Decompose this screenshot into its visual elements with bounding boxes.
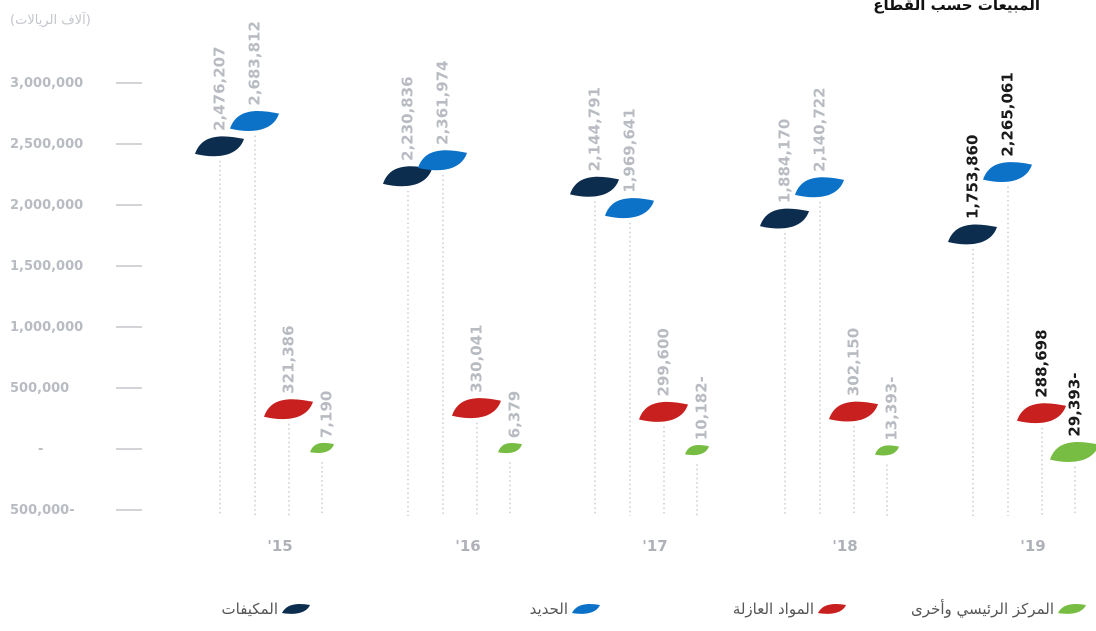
y-axis-unit-label: (آلاف الريالات) — [10, 11, 91, 28]
y-tick-label: 1,500,000 — [10, 259, 83, 274]
data-label: 13,393- — [883, 377, 901, 441]
data-label: 2,230,836 — [399, 76, 417, 160]
legend-swatch — [1058, 603, 1086, 614]
data-label: 7,190 — [318, 391, 336, 438]
data-label: 2,265,061 — [999, 72, 1017, 156]
y-tick-label: 500,000- — [10, 503, 75, 518]
data-label: 2,140,722 — [811, 87, 829, 171]
y-tick-label: 2,000,000 — [10, 198, 83, 213]
data-label: 330,041 — [468, 324, 486, 392]
data-label: 10,182- — [693, 376, 711, 440]
data-label: 2,476,207 — [211, 46, 229, 130]
data-label: 2,683,812 — [246, 21, 264, 105]
y-tick-label: 500,000 — [10, 381, 69, 396]
y-axis: 3,000,000 2,500,000 2,000,000 1,500,000 1,00… — [10, 76, 142, 518]
data-point — [760, 208, 809, 229]
data-point — [230, 111, 279, 131]
data-point — [983, 162, 1032, 183]
data-label: 6,379 — [506, 391, 524, 438]
data-point — [310, 442, 334, 453]
legend-label: المركز الرئيسي وأخرى — [911, 599, 1054, 619]
data-point — [383, 166, 432, 187]
chart-title: المبيعات حسب القطاع — [873, 0, 1040, 14]
legend-label: الحديد — [530, 600, 568, 618]
data-point — [948, 224, 997, 245]
data-label: 299,600 — [655, 328, 673, 396]
y-tick-label: 2,500,000 — [10, 137, 83, 152]
data-label: 2,144,791 — [586, 87, 604, 171]
legend-label: المكيفات — [222, 600, 279, 618]
data-label: 1,753,860 — [964, 135, 982, 219]
data-label: 321,386 — [280, 325, 298, 393]
y-tick-label: 1,000,000 — [10, 320, 83, 335]
data-point — [605, 198, 654, 219]
data-point — [1017, 403, 1066, 424]
legend: المركز الرئيسي وأخرى المواد العازلة الحديد… — [222, 599, 1086, 619]
legend-swatch — [282, 603, 310, 614]
data-point — [570, 176, 619, 197]
data-point — [418, 150, 467, 171]
x-tick-label: '19 — [1020, 537, 1045, 555]
data-label: 1,969,641 — [621, 108, 639, 192]
data-point — [1050, 442, 1096, 462]
data-point — [795, 177, 844, 198]
data-point — [195, 136, 244, 157]
data-point — [639, 401, 688, 422]
y-tick-label: 3,000,000 — [10, 76, 83, 91]
legend-swatch — [572, 603, 600, 614]
data-point — [829, 401, 878, 422]
data-point — [498, 442, 522, 454]
data-point — [264, 399, 313, 420]
data-label: 288,698 — [1033, 329, 1051, 397]
data-label: 302,150 — [845, 328, 863, 396]
y-tick-label: - — [38, 442, 43, 457]
data-label: 2,361,974 — [434, 60, 452, 144]
x-tick-label: '18 — [832, 537, 857, 555]
legend-label: المواد العازلة — [733, 600, 814, 618]
data-point — [875, 445, 899, 456]
data-label: 1,884,170 — [776, 119, 794, 203]
plot-area: 2,476,207 2,230,836 2,144,791 1,884,170 1,75… — [195, 21, 1096, 516]
x-tick-label: '17 — [642, 537, 667, 555]
x-tick-label: '15 — [267, 537, 292, 555]
data-label: 29,393- — [1066, 372, 1084, 436]
legend-swatch — [818, 603, 846, 614]
data-point — [685, 444, 709, 456]
data-point — [452, 398, 501, 419]
x-tick-label: '16 — [455, 537, 480, 555]
x-axis: '15 '16 '17 '18 '19 — [267, 537, 1045, 555]
